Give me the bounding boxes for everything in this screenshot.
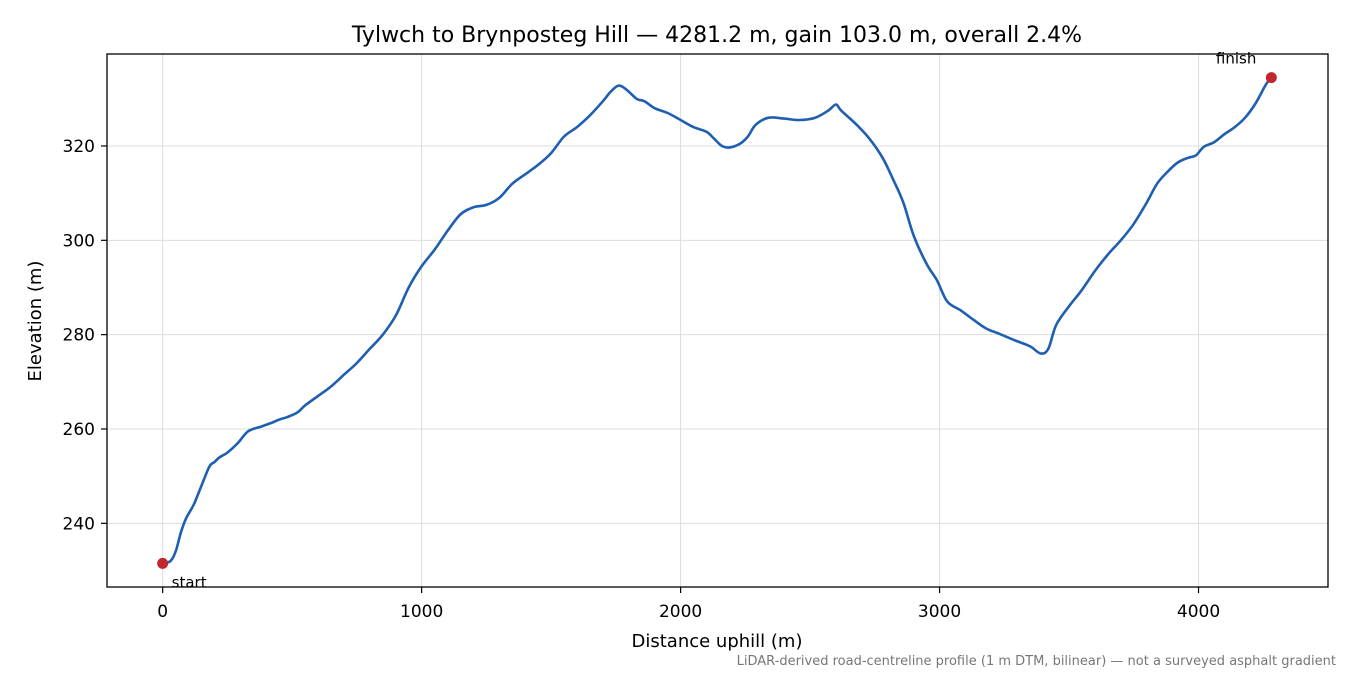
finish-marker — [1265, 72, 1277, 84]
y-axis-title: Elevation (m) — [25, 261, 46, 382]
footnote: LiDAR-derived road-centreline profile (1… — [737, 654, 1336, 669]
y-tick-label: 320 — [63, 137, 95, 157]
y-tick-label: 300 — [63, 231, 95, 251]
finish-label: finish — [1216, 50, 1256, 68]
start-label: start — [172, 573, 207, 591]
y-tick-label: 240 — [63, 514, 95, 534]
chart-title: Tylwch to Brynposteg Hill — 4281.2 m, ga… — [351, 23, 1082, 48]
plot-frame — [106, 53, 1329, 588]
x-axis-title: Distance uphill (m) — [632, 631, 803, 652]
x-tick-label: 2000 — [659, 602, 702, 622]
y-tick-label: 280 — [63, 326, 95, 346]
y-tick-label: 260 — [63, 420, 95, 440]
axis-ticks: 0 1000 2000 3000 4000 240 260 280 300 320 — [63, 137, 1221, 622]
x-tick-label: 4000 — [1177, 602, 1220, 622]
x-tick-label: 3000 — [918, 602, 961, 622]
start-marker — [157, 557, 169, 569]
plot-area: start finish — [157, 50, 1277, 591]
grid — [107, 54, 1328, 587]
x-tick-label: 1000 — [400, 602, 443, 622]
x-tick-label: 0 — [157, 602, 168, 622]
elevation-line — [162, 76, 1273, 565]
